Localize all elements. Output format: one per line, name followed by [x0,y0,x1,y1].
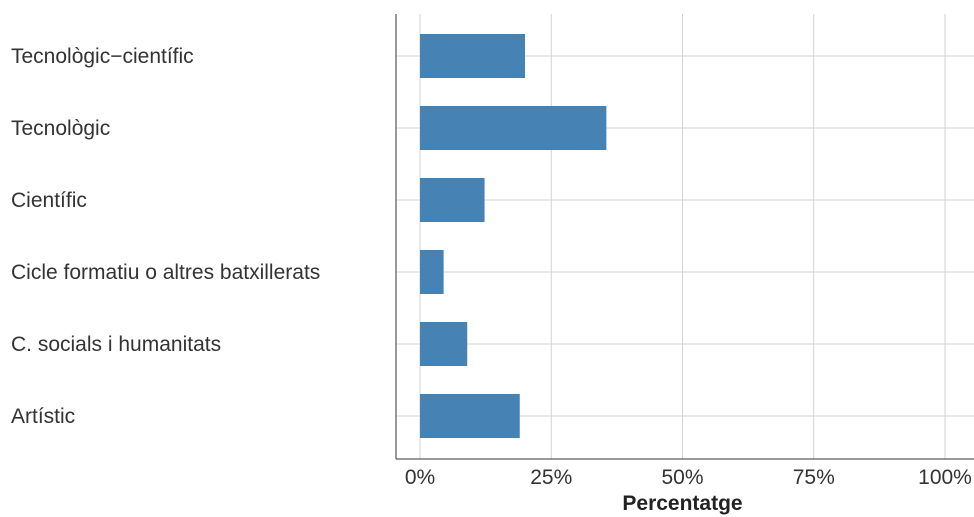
category-label: Científic [11,189,87,212]
category-label: Tecnològic−científic [11,45,194,68]
bars [420,34,607,438]
bar [420,178,485,222]
bar [420,250,444,294]
category-label: Cicle formatiu o altres batxillerats [11,261,320,284]
category-label: Artístic [11,405,75,428]
bar [420,394,520,438]
category-label: Tecnològic [11,117,110,140]
x-tick-labels: 0% 25% 50% 75% 100% [405,466,972,489]
category-labels: Tecnològic−científic Tecnològic Científic C… [11,45,320,428]
x-tick-label: 100% [918,466,972,489]
x-tick-label: 75% [793,466,835,489]
x-tick-label: 50% [661,466,703,489]
bar [420,34,525,78]
bar [420,322,468,366]
x-axis-title: Percentatge [622,492,742,515]
bar [420,106,607,150]
grid-lines [396,14,974,459]
x-tick-label: 25% [530,466,572,489]
x-tick-label: 0% [405,466,435,489]
category-label: C. socials i humanitats [11,333,221,356]
